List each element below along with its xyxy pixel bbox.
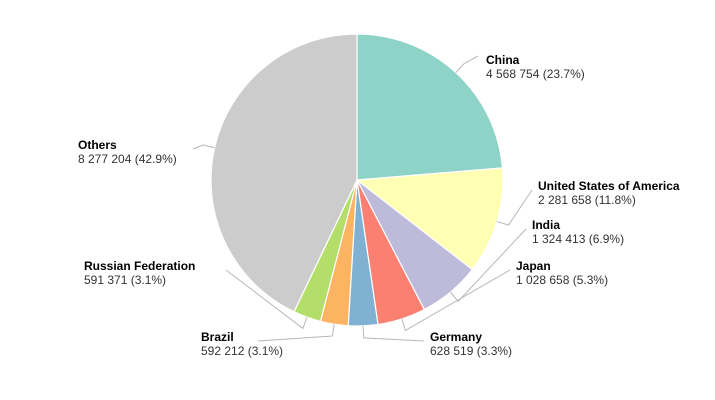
label-name: United States of America (538, 179, 680, 193)
leader-line-india (450, 228, 527, 303)
label-others: Others 8 277 204 (42.9%) (78, 138, 177, 166)
slices-layer (210, 33, 504, 327)
label-value: 591 371 (3.1%) (84, 273, 166, 287)
leader-line-others (192, 144, 215, 150)
label-value: 1 324 413 (6.9%) (532, 232, 624, 246)
label-value: 8 277 204 (42.9%) (78, 152, 177, 166)
pie-slice-united-states-of-america (355, 167, 504, 271)
label-united-states-of-america: United States of America 2 281 658 (11.8… (538, 179, 680, 207)
label-brazil: Brazil 592 212 (3.1%) (201, 330, 283, 358)
leader-line-japan (401, 269, 511, 332)
label-japan: Japan 1 028 658 (5.3%) (516, 259, 608, 287)
label-name: Japan (516, 259, 551, 273)
label-name: Others (78, 138, 117, 152)
label-india: India 1 324 413 (6.9%) (532, 218, 624, 246)
label-value: 1 028 658 (5.3%) (516, 273, 608, 287)
label-value: 628 519 (3.3%) (430, 344, 512, 358)
label-name: Germany (430, 330, 482, 344)
label-russian-federation: Russian Federation 591 371 (3.1%) (84, 259, 195, 287)
leader-line-brazil (257, 324, 335, 342)
label-china: China 4 568 754 (23.7%) (486, 53, 585, 81)
label-name: Russian Federation (84, 259, 195, 273)
leader-line-russian-federation (225, 269, 308, 330)
leader-lines-layer (192, 55, 533, 342)
label-value: 2 281 658 (11.8%) (538, 193, 636, 207)
label-value: 4 568 754 (23.7%) (486, 67, 585, 81)
pie-slice-china (356, 33, 504, 181)
label-germany: Germany 628 519 (3.3%) (430, 330, 512, 358)
label-name: India (532, 218, 560, 232)
label-value: 592 212 (3.1%) (201, 344, 283, 358)
leader-line-china (455, 55, 479, 73)
label-name: China (486, 53, 520, 67)
leader-line-germany (362, 325, 425, 342)
leader-line-united-states-of-america (496, 189, 533, 226)
label-name: Brazil (201, 330, 234, 344)
